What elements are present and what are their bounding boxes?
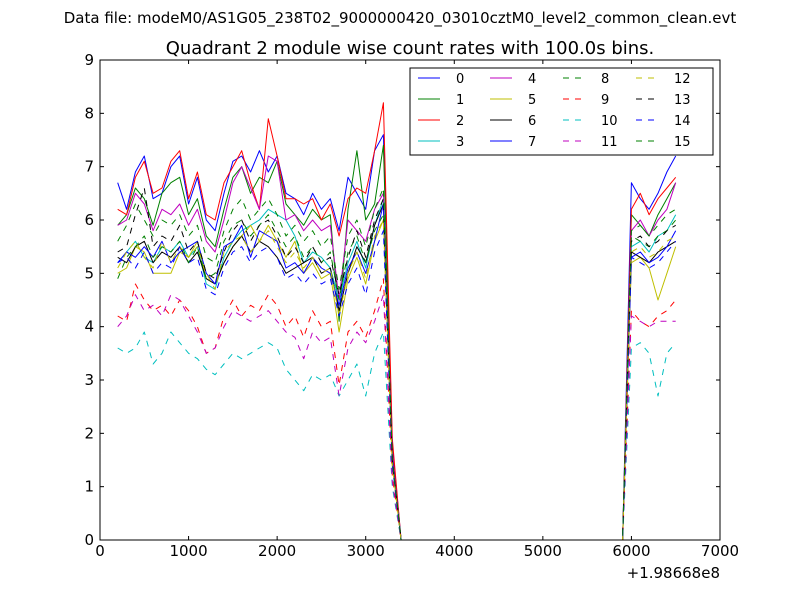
y-tick-label: 0 xyxy=(84,531,94,549)
y-tick-label: 1 xyxy=(84,478,94,496)
y-tick-label: 5 xyxy=(84,264,94,282)
legend-label-7: 7 xyxy=(528,135,536,150)
legend-label-14: 14 xyxy=(674,114,691,129)
x-tick-label: 7000 xyxy=(701,542,739,560)
y-tick-label: 2 xyxy=(84,424,94,442)
x-tick-label: 2000 xyxy=(258,542,296,560)
legend-label-6: 6 xyxy=(528,114,536,129)
plot-border xyxy=(99,59,721,541)
y-tick-label: 9 xyxy=(84,51,94,69)
series-line-13 xyxy=(117,187,676,540)
series-line-4 xyxy=(117,155,677,540)
x-offset-label: +1.98668e8 xyxy=(627,564,720,582)
series-line-1 xyxy=(117,144,677,540)
x-tick-label: 4000 xyxy=(435,542,473,560)
series-line-12 xyxy=(117,219,676,540)
series-layer xyxy=(117,102,677,540)
legend-label-9: 9 xyxy=(601,93,609,108)
figure-suptitle: Data file: modeM0/AS1G05_238T02_90000004… xyxy=(64,9,737,28)
x-tick-label: 1000 xyxy=(169,542,207,560)
x-tick-label: 5000 xyxy=(524,542,562,560)
legend-label-13: 13 xyxy=(674,93,691,108)
series-line-5 xyxy=(117,219,677,540)
x-tick-label: 0 xyxy=(95,542,105,560)
legend-label-5: 5 xyxy=(528,93,536,108)
x-tick-label: 6000 xyxy=(612,542,650,560)
series-line-9 xyxy=(117,278,677,540)
series-line-0 xyxy=(117,134,677,540)
chart-title: Quadrant 2 module wise count rates with … xyxy=(166,38,655,59)
legend-label-4: 4 xyxy=(528,72,536,87)
legend-frame xyxy=(409,67,714,156)
y-tick-label: 4 xyxy=(84,318,94,336)
x-axis: 0 1000 2000 3000 4000 5000 6000 7000 xyxy=(95,60,739,560)
series-line-10 xyxy=(117,331,677,540)
legend-label-10: 10 xyxy=(601,114,618,129)
legend-label-2: 2 xyxy=(456,114,464,129)
legend-label-8: 8 xyxy=(601,72,609,87)
legend-label-15: 15 xyxy=(674,135,691,150)
series-line-2 xyxy=(117,102,677,540)
legend-label-12: 12 xyxy=(674,72,691,87)
y-tick-label: 8 xyxy=(84,104,94,122)
series-line-6 xyxy=(117,203,676,540)
x-tick-label: 3000 xyxy=(347,542,385,560)
series-line-15 xyxy=(117,187,676,540)
series-line-8 xyxy=(117,214,677,540)
y-tick-label: 3 xyxy=(84,371,94,389)
y-tick-label: 6 xyxy=(84,211,94,229)
series-line-14 xyxy=(117,230,677,540)
series-line-3 xyxy=(117,198,677,540)
legend-label-0: 0 xyxy=(456,72,464,87)
legend-label-3: 3 xyxy=(456,135,464,150)
legend-label-1: 1 xyxy=(456,93,464,108)
legend-label-11: 11 xyxy=(601,135,618,150)
y-tick-label: 7 xyxy=(84,158,94,176)
